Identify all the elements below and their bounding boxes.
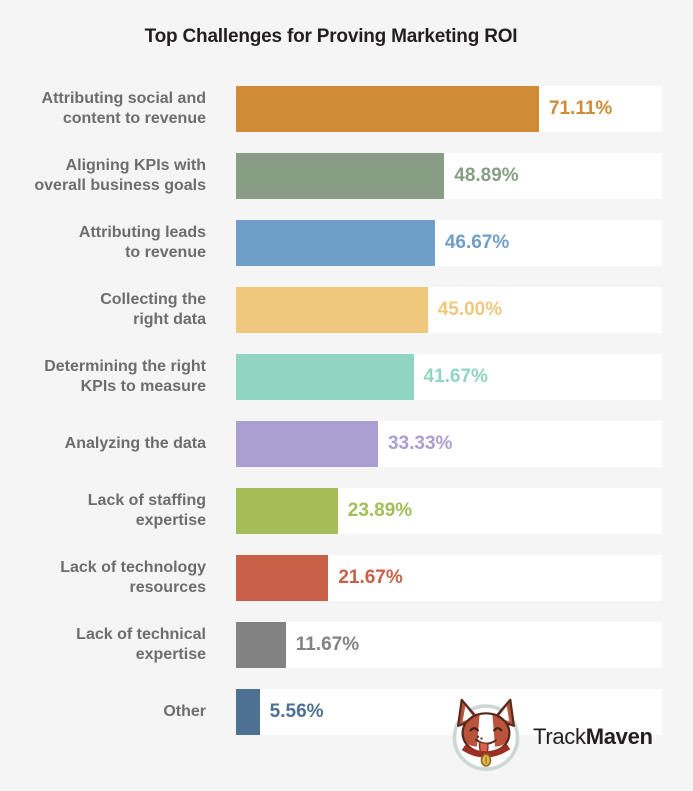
bar-row: Aligning KPIs with overall business goal… — [0, 153, 662, 199]
bar-label: Collecting the right data — [100, 291, 206, 328]
bar-track: 33.33% — [236, 421, 662, 467]
bar-track: 11.67% — [236, 622, 662, 668]
bar-chart: Attributing social and content to revenu… — [0, 86, 662, 756]
bar-track: 41.67% — [236, 354, 662, 400]
bar-label: Lack of technology resources — [60, 559, 206, 596]
page-title: Top Challenges for Proving Marketing ROI — [144, 26, 518, 47]
brand-name: TrackMaven — [533, 724, 653, 750]
bar-label: Other — [163, 703, 206, 720]
bar-row: Analyzing the data 33.33% — [0, 421, 662, 467]
bar-value: 71.11% — [548, 98, 613, 119]
bar-value: 41.67% — [423, 366, 488, 387]
bar-value: 45.00% — [437, 299, 503, 320]
bar — [236, 689, 260, 735]
bar-track: 5.56% — [236, 689, 662, 735]
bar-track: 48.89% — [236, 153, 662, 199]
bar-value: 21.67% — [338, 567, 403, 588]
bar-row: Lack of technical expertise 11.67% — [0, 622, 662, 668]
bar-row: Lack of technology resources 21.67% — [0, 555, 662, 601]
bar-row: Lack of staffing expertise 23.89% — [0, 488, 662, 534]
bar-track: 45.00% — [236, 287, 662, 333]
bar — [236, 220, 435, 266]
bar-label: Attributing leads to revenue — [78, 224, 206, 261]
bar — [236, 354, 414, 400]
bar-row: Other 5.56% — [0, 689, 662, 735]
bar-label: Lack of staffing expertise — [87, 492, 206, 529]
brand-name-maven: Maven — [585, 724, 653, 749]
bar-value: 33.33% — [387, 433, 453, 454]
bar — [236, 287, 428, 333]
bar — [236, 488, 338, 534]
bar-row: Attributing social and content to revenu… — [0, 86, 662, 132]
bar-value: 48.89% — [454, 165, 519, 186]
bar-track: 21.67% — [236, 555, 662, 601]
bar — [236, 555, 329, 601]
bar-label: Analyzing the data — [64, 435, 206, 452]
brand-name-track: Track — [533, 724, 586, 749]
bar — [236, 421, 378, 467]
bar-row: Collecting the right data 45.00% — [0, 287, 662, 333]
brand-logo: TrackMaven — [450, 694, 653, 774]
bar-label: Determining the right KPIs to measure — [44, 358, 206, 395]
bar-value: 5.56% — [269, 701, 324, 722]
bar-label: Aligning KPIs with overall business goal… — [34, 157, 206, 194]
bar-track: 23.89% — [236, 488, 662, 534]
bar-row: Attributing leads to revenue 46.67% — [0, 220, 662, 266]
bar-track: 46.67% — [236, 220, 662, 266]
corgi-mascot-icon — [452, 698, 520, 771]
bar-value: 46.67% — [444, 232, 510, 253]
bar — [236, 622, 286, 668]
bar-label: Lack of technical expertise — [76, 626, 206, 663]
bar-track: 71.11% — [236, 86, 662, 132]
bar — [236, 153, 445, 199]
bar-label: Attributing social and content to revenu… — [41, 90, 206, 127]
bar-value: 11.67% — [295, 634, 360, 655]
bar — [236, 86, 539, 132]
bar-row: Determining the right KPIs to measure 41… — [0, 354, 662, 400]
bar-value: 23.89% — [347, 500, 413, 521]
